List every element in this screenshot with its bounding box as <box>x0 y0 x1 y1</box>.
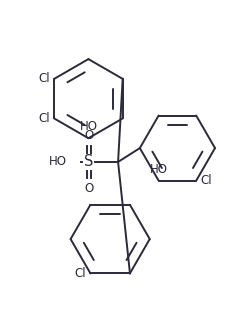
Text: Cl: Cl <box>38 112 50 125</box>
Text: S: S <box>84 154 93 169</box>
Text: Cl: Cl <box>38 72 50 85</box>
Text: O: O <box>84 129 94 142</box>
Text: O: O <box>84 182 94 195</box>
Text: Cl: Cl <box>199 174 211 187</box>
Text: Cl: Cl <box>74 267 86 280</box>
Text: HO: HO <box>79 120 97 133</box>
Text: HO: HO <box>149 163 167 176</box>
Text: HO: HO <box>48 156 66 168</box>
